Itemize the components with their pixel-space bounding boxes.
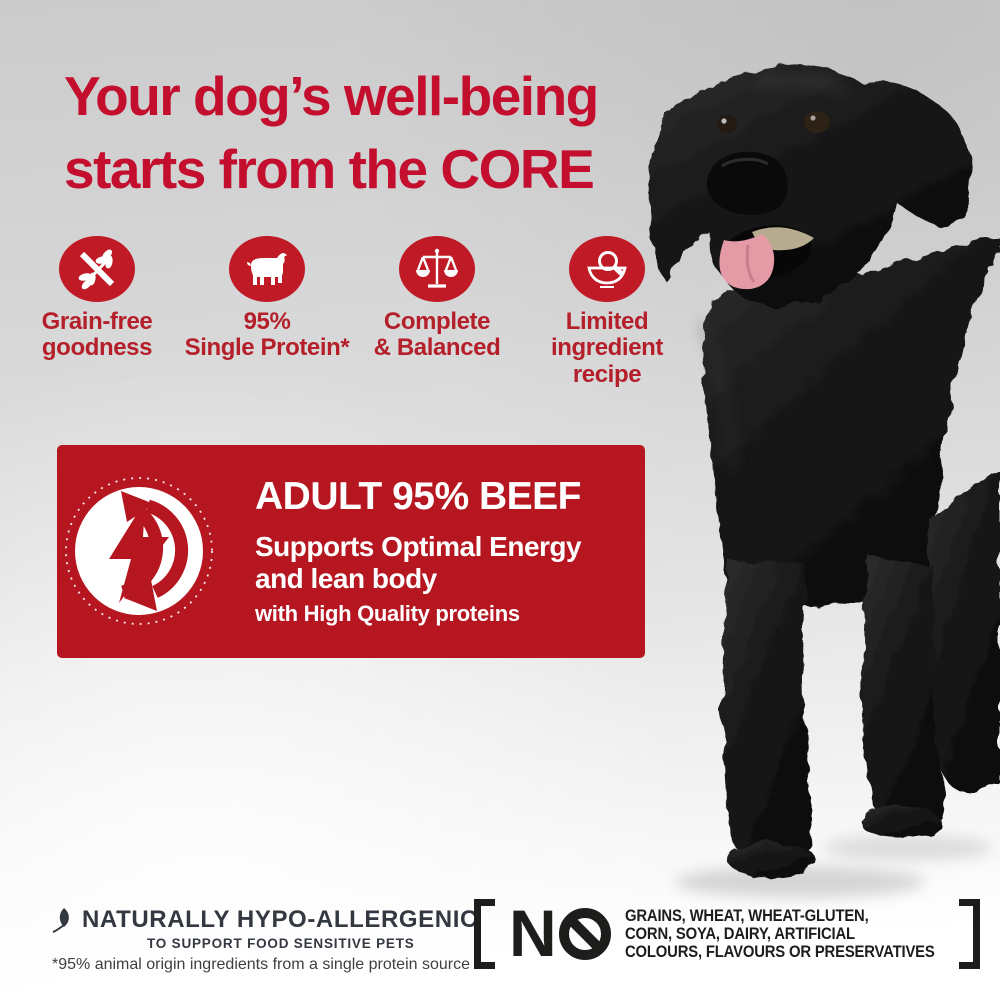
feature-label: 95% Single Protein* bbox=[184, 308, 350, 362]
no-claims-block: N GRAINS, WHEAT, WHEAT-GLUTEN, CORN, SOY… bbox=[474, 897, 980, 971]
footnote: *95% animal origin ingredients from a si… bbox=[52, 956, 470, 973]
cow-icon bbox=[229, 236, 305, 302]
hypoallergenic-title: NATURALLY HYPO-ALLERGENIC bbox=[82, 906, 478, 933]
leaf-icon bbox=[52, 908, 69, 933]
right-bracket bbox=[958, 899, 980, 969]
headline-line-1: Your dog’s well-being bbox=[64, 65, 599, 127]
headline: Your dog’s well-being starts from the CO… bbox=[64, 60, 599, 206]
feature-label: Limited ingredient recipe bbox=[550, 308, 663, 388]
balance-scales-icon bbox=[399, 236, 475, 302]
feature-grain-free: Grain-free goodness bbox=[12, 236, 182, 388]
no-word: N bbox=[509, 896, 613, 971]
feature-complete-balanced: Complete & Balanced bbox=[352, 236, 522, 388]
hypoallergenic-subtitle: TO SUPPORT FOOD SENSITIVE PETS bbox=[147, 936, 415, 951]
feature-label: Complete & Balanced bbox=[373, 308, 501, 362]
left-bracket bbox=[474, 899, 495, 969]
banner-tagline: with High Quality proteins bbox=[255, 601, 520, 627]
feature-limited-ingredient: Limited ingredient recipe bbox=[522, 236, 692, 388]
magnifier-bowl-icon bbox=[569, 236, 645, 302]
banner-title: ADULT 95% BEEF bbox=[255, 475, 582, 518]
hypoallergenic-block: NATURALLY HYPO-ALLERGENIC TO SUPPORT FOO… bbox=[50, 906, 478, 951]
headline-line-2: starts from the CORE bbox=[64, 138, 595, 201]
feature-single-protein: 95% Single Protein* bbox=[182, 236, 352, 388]
grain-free-crossed-wheat-icon bbox=[59, 236, 135, 302]
no-claims-lines: GRAINS, WHEAT, WHEAT-GLUTEN, CORN, SOYA,… bbox=[624, 906, 935, 962]
feature-label: Grain-free goodness bbox=[41, 308, 153, 362]
banner-text: ADULT 95% BEEF Supports Optimal Energy a… bbox=[255, 475, 582, 627]
energy-circular-arrows-bolt-icon bbox=[65, 477, 213, 625]
banner-subtitle: Supports Optimal Energy and lean body bbox=[255, 531, 582, 594]
product-banner: ADULT 95% BEEF Supports Optimal Energy a… bbox=[57, 445, 645, 658]
no-letter-n: N bbox=[509, 896, 557, 971]
prohibition-circle-slash-icon bbox=[558, 907, 611, 960]
feature-row: Grain-free goodness bbox=[12, 236, 692, 388]
